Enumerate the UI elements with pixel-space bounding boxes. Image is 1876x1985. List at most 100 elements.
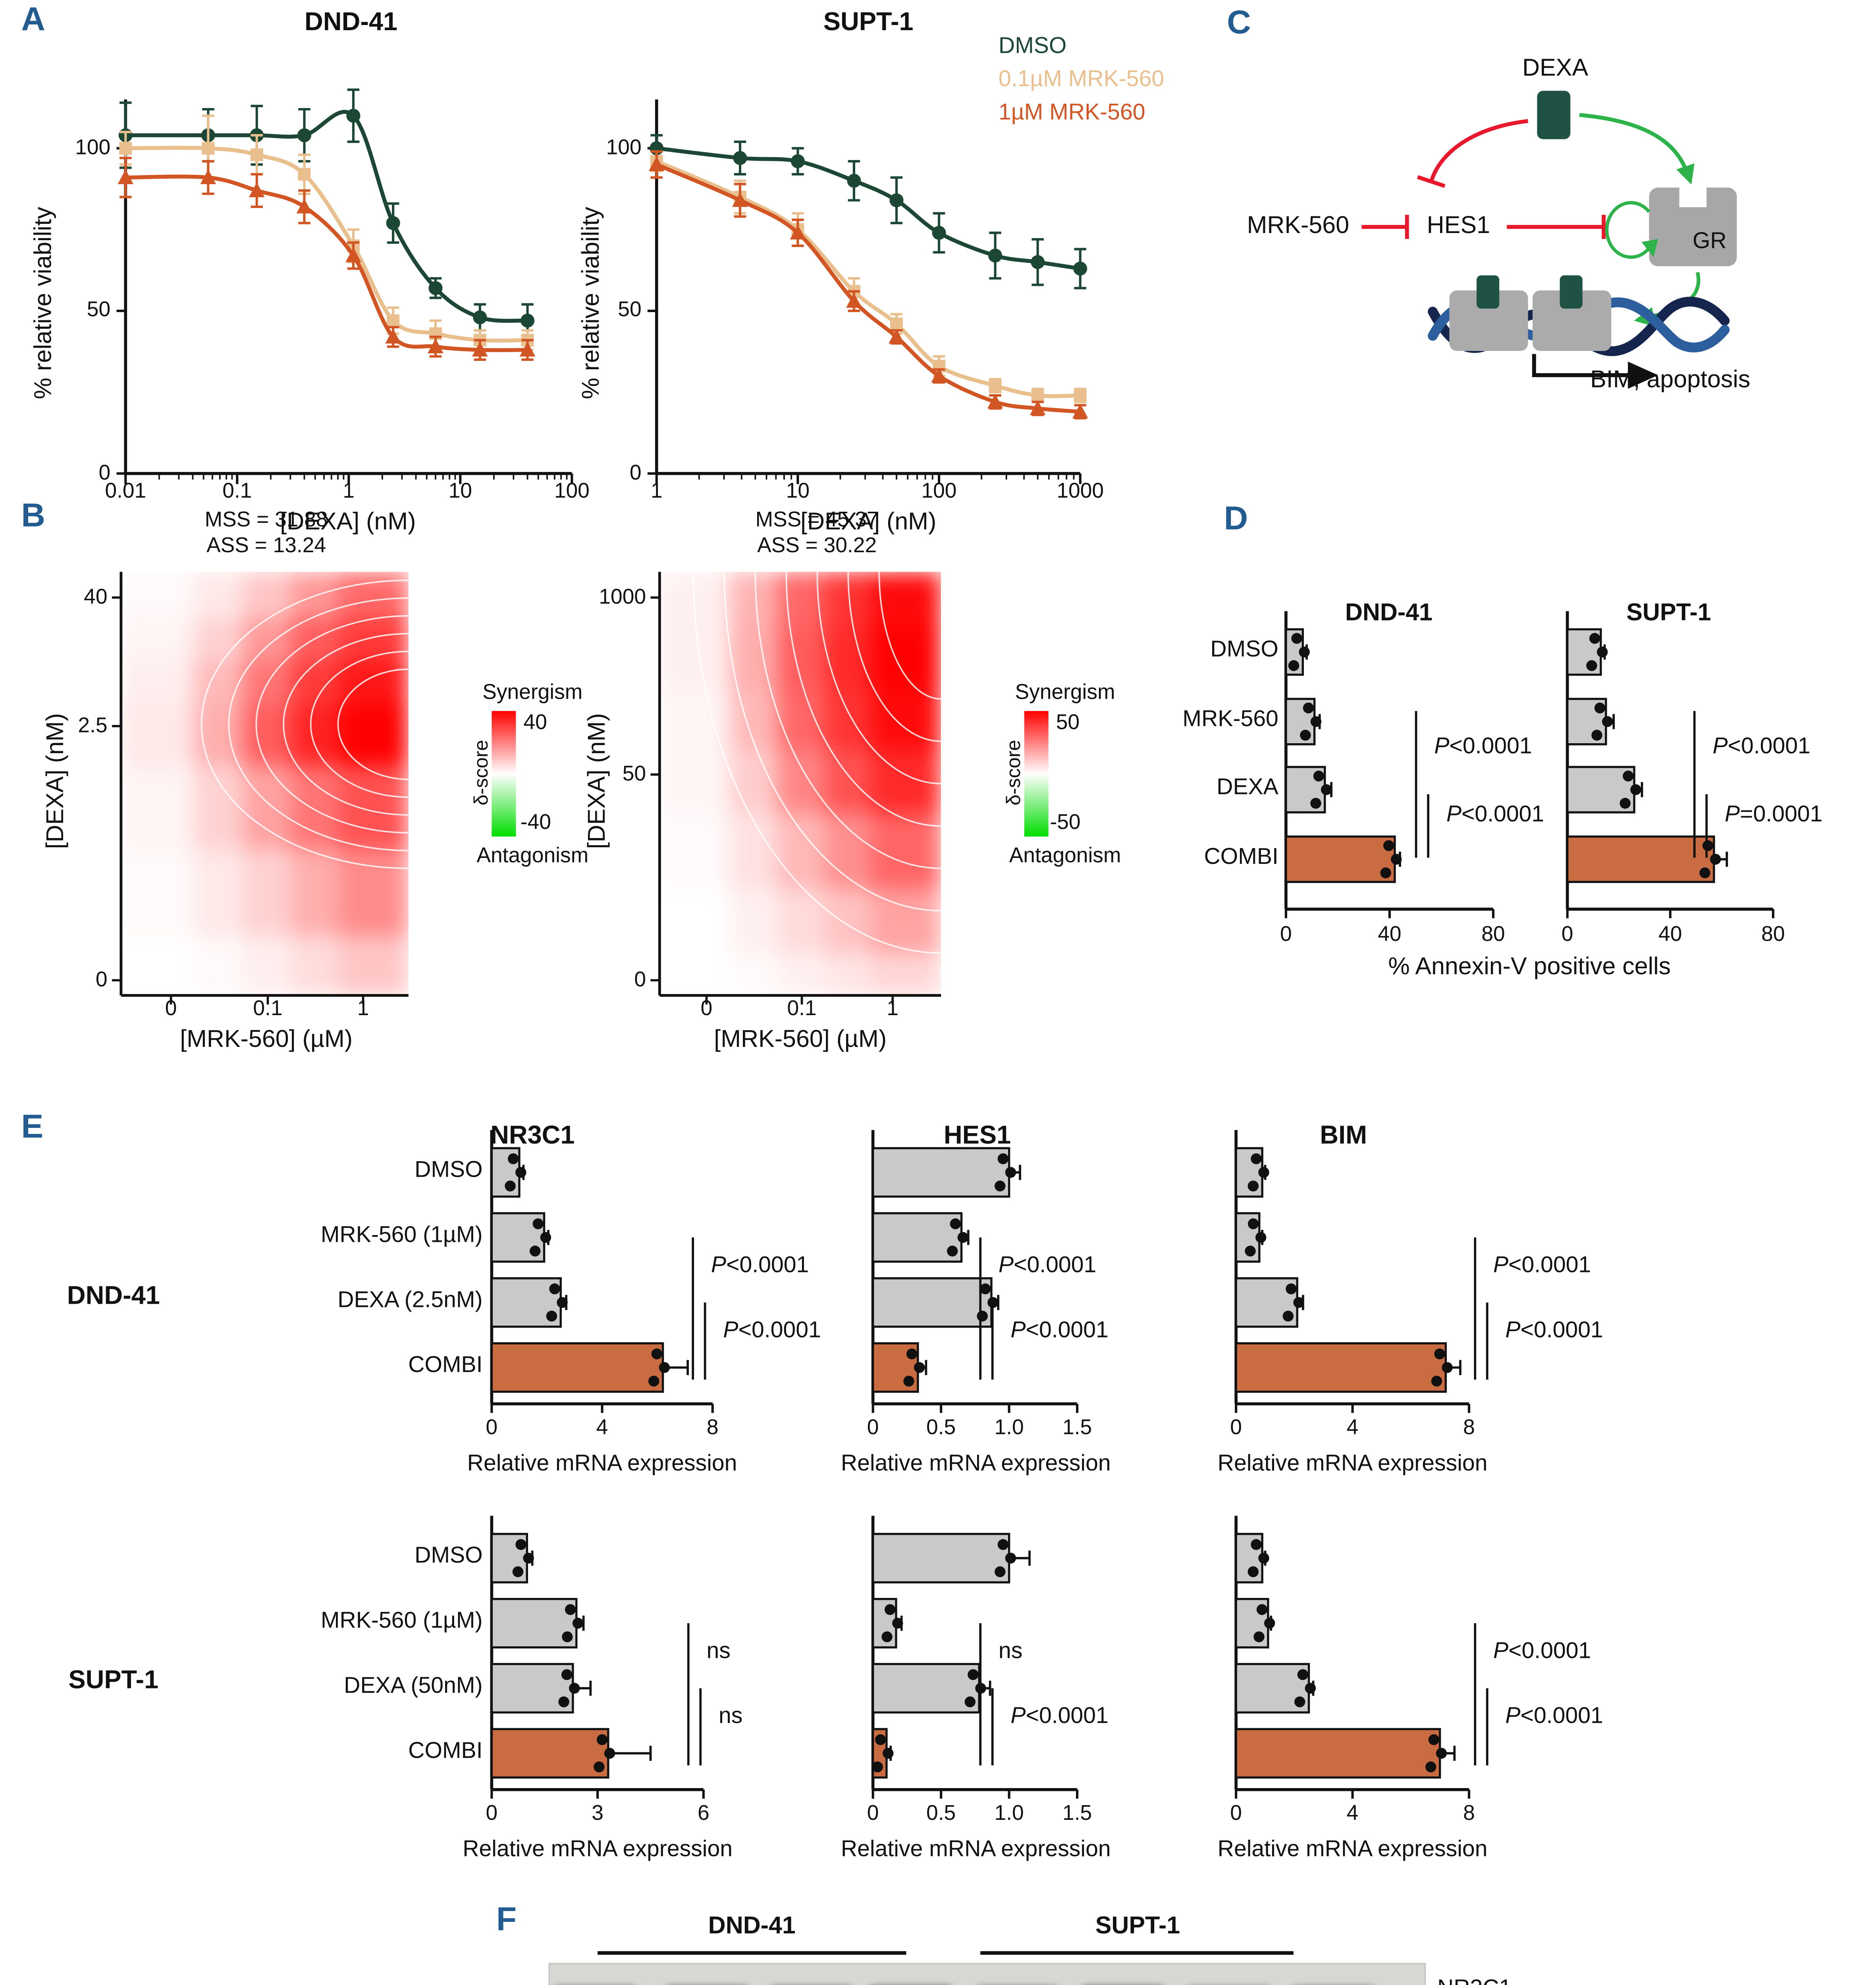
- x-axis-label: Relative mRNA expression: [841, 1836, 1111, 1862]
- category-label: DEXA (2.5nM): [337, 1287, 483, 1314]
- x-tick-label: 6: [697, 1800, 710, 1824]
- colorbar-bottom-label: Antagonism: [1009, 842, 1121, 867]
- y-tick-label: 100: [606, 134, 642, 159]
- row-label-supt1: SUPT-1: [68, 1665, 159, 1694]
- x-axis-label: Relative mRNA expression: [1217, 1451, 1488, 1477]
- p-annotation: P<0.0001: [1010, 1703, 1109, 1729]
- x-tick-label: 8: [1463, 1800, 1475, 1824]
- p-annotation: P<0.0001: [998, 1253, 1097, 1278]
- category-label: COMBI: [408, 1353, 483, 1379]
- x-tick-label: 1.5: [1062, 1800, 1092, 1824]
- colorbar-min: -50: [1050, 809, 1081, 834]
- x-tick-label: 10: [786, 478, 810, 502]
- x-tick-label: 3: [592, 1800, 603, 1824]
- p-annotation: P<0.0001: [1712, 734, 1810, 759]
- diagram-hes1-label: HES1: [1427, 213, 1490, 239]
- panel-a-label: A: [21, 0, 45, 38]
- y-tick-label: 50: [87, 297, 111, 322]
- chart-title: NR3C1: [490, 1121, 575, 1150]
- x-tick-label: 0.1: [253, 995, 283, 1019]
- category-label: COMBI: [1204, 844, 1278, 871]
- panel-e-label: E: [21, 1107, 44, 1145]
- x-axis-label: [DEXA] (nM): [800, 510, 937, 536]
- chart-title: DND-41: [305, 8, 398, 37]
- y-tick-label: 100: [75, 134, 111, 159]
- panel-b-label: B: [21, 496, 45, 534]
- y-tick-label: 50: [622, 761, 646, 785]
- y-tick-label: 1000: [599, 584, 646, 608]
- chart-title: BIM: [1320, 1121, 1367, 1150]
- y-tick-label: 50: [618, 297, 642, 322]
- y-tick-label: 0: [95, 966, 108, 991]
- p-annotation: ns: [998, 1638, 1023, 1664]
- diagram-dexa-label: DEXA: [1522, 56, 1589, 82]
- blot-group-header-dnd41: DND-41: [708, 1914, 796, 1940]
- x-axis-label: [MRK-560] (µM): [180, 1027, 353, 1053]
- x-tick-label: 0.1: [787, 995, 817, 1019]
- chart-title: SUPT-1: [823, 8, 914, 37]
- colorbar-top-label: Synergism: [1015, 679, 1115, 703]
- x-axis-label: [DEXA] (nM): [280, 510, 416, 536]
- mss-score: MSS = 31.88: [204, 507, 328, 531]
- category-label: DMSO: [1210, 637, 1278, 663]
- x-tick-label: 1: [343, 478, 355, 502]
- x-axis-label: Relative mRNA expression: [467, 1451, 737, 1477]
- colorbar-top-label: Synergism: [482, 679, 583, 703]
- mss-score: MSS = 45.37: [755, 507, 879, 531]
- x-axis-label: Relative mRNA expression: [463, 1836, 733, 1862]
- y-tick-label: 40: [84, 584, 108, 608]
- category-label: DEXA (50nM): [344, 1673, 483, 1700]
- x-tick-label: 0: [867, 1800, 879, 1824]
- row-label-dnd41: DND-41: [67, 1281, 160, 1310]
- x-tick-label: 1000: [1057, 478, 1104, 502]
- category-label: MRK-560: [1182, 707, 1278, 733]
- diagram-mrk560-label: MRK-560: [1247, 213, 1350, 239]
- x-tick-label: 4: [1346, 1800, 1359, 1824]
- x-axis-label: % Annexin-V positive cells: [1388, 954, 1671, 981]
- p-annotation: P=0.0001: [1724, 802, 1823, 828]
- blot-group-header-supt1: SUPT-1: [1095, 1914, 1180, 1940]
- category-label: MRK-560 (1µM): [320, 1222, 483, 1249]
- y-tick-label: 2.5: [78, 712, 108, 737]
- colorbar-max: 40: [523, 709, 547, 734]
- x-tick-label: 40: [1378, 921, 1402, 946]
- legend-item: 1µM MRK-560: [998, 100, 1145, 126]
- p-annotation: P<0.0001: [1446, 802, 1544, 828]
- x-tick-label: 0.5: [926, 1800, 956, 1824]
- ass-score: ASS = 30.22: [757, 532, 877, 557]
- x-tick-label: 1: [887, 995, 899, 1019]
- x-tick-label: 4: [596, 1414, 608, 1439]
- p-annotation: P<0.0001: [723, 1317, 821, 1343]
- ass-score: ASS = 13.24: [206, 532, 326, 557]
- colorbar-max: 50: [1056, 709, 1080, 734]
- x-tick-label: 0: [1280, 921, 1292, 946]
- y-tick-label: 0: [634, 966, 646, 991]
- x-tick-label: 0.1: [222, 478, 252, 502]
- p-annotation: P<0.0001: [1493, 1638, 1591, 1664]
- x-tick-label: 8: [706, 1414, 719, 1439]
- x-tick-label: 0: [1230, 1800, 1242, 1824]
- x-tick-label: 8: [1463, 1414, 1475, 1439]
- x-tick-label: 0: [486, 1800, 498, 1824]
- x-tick-label: 0: [165, 995, 177, 1019]
- chart-title: SUPT-1: [1626, 600, 1711, 626]
- legend-item: DMSO: [998, 33, 1067, 60]
- category-label: MRK-560 (1µM): [320, 1608, 483, 1634]
- blot-label: NR3C1: [1437, 1977, 1543, 1985]
- x-tick-label: 0: [1230, 1414, 1242, 1439]
- x-tick-label: 0: [700, 995, 713, 1019]
- category-label: DEXA: [1217, 775, 1278, 801]
- x-tick-label: 1.5: [1062, 1414, 1092, 1439]
- x-tick-label: 40: [1658, 921, 1682, 946]
- x-tick-label: 80: [1761, 921, 1785, 946]
- p-annotation: P<0.0001: [1010, 1317, 1109, 1343]
- x-tick-label: 100: [921, 478, 957, 502]
- colorbar-bottom-label: Antagonism: [476, 842, 589, 867]
- x-tick-label: 1.0: [994, 1414, 1024, 1439]
- x-tick-label: 1: [650, 478, 663, 502]
- category-label: DMSO: [415, 1158, 483, 1183]
- diagram-gr-label: GR: [1692, 228, 1727, 254]
- panel-d-label: D: [1224, 499, 1248, 537]
